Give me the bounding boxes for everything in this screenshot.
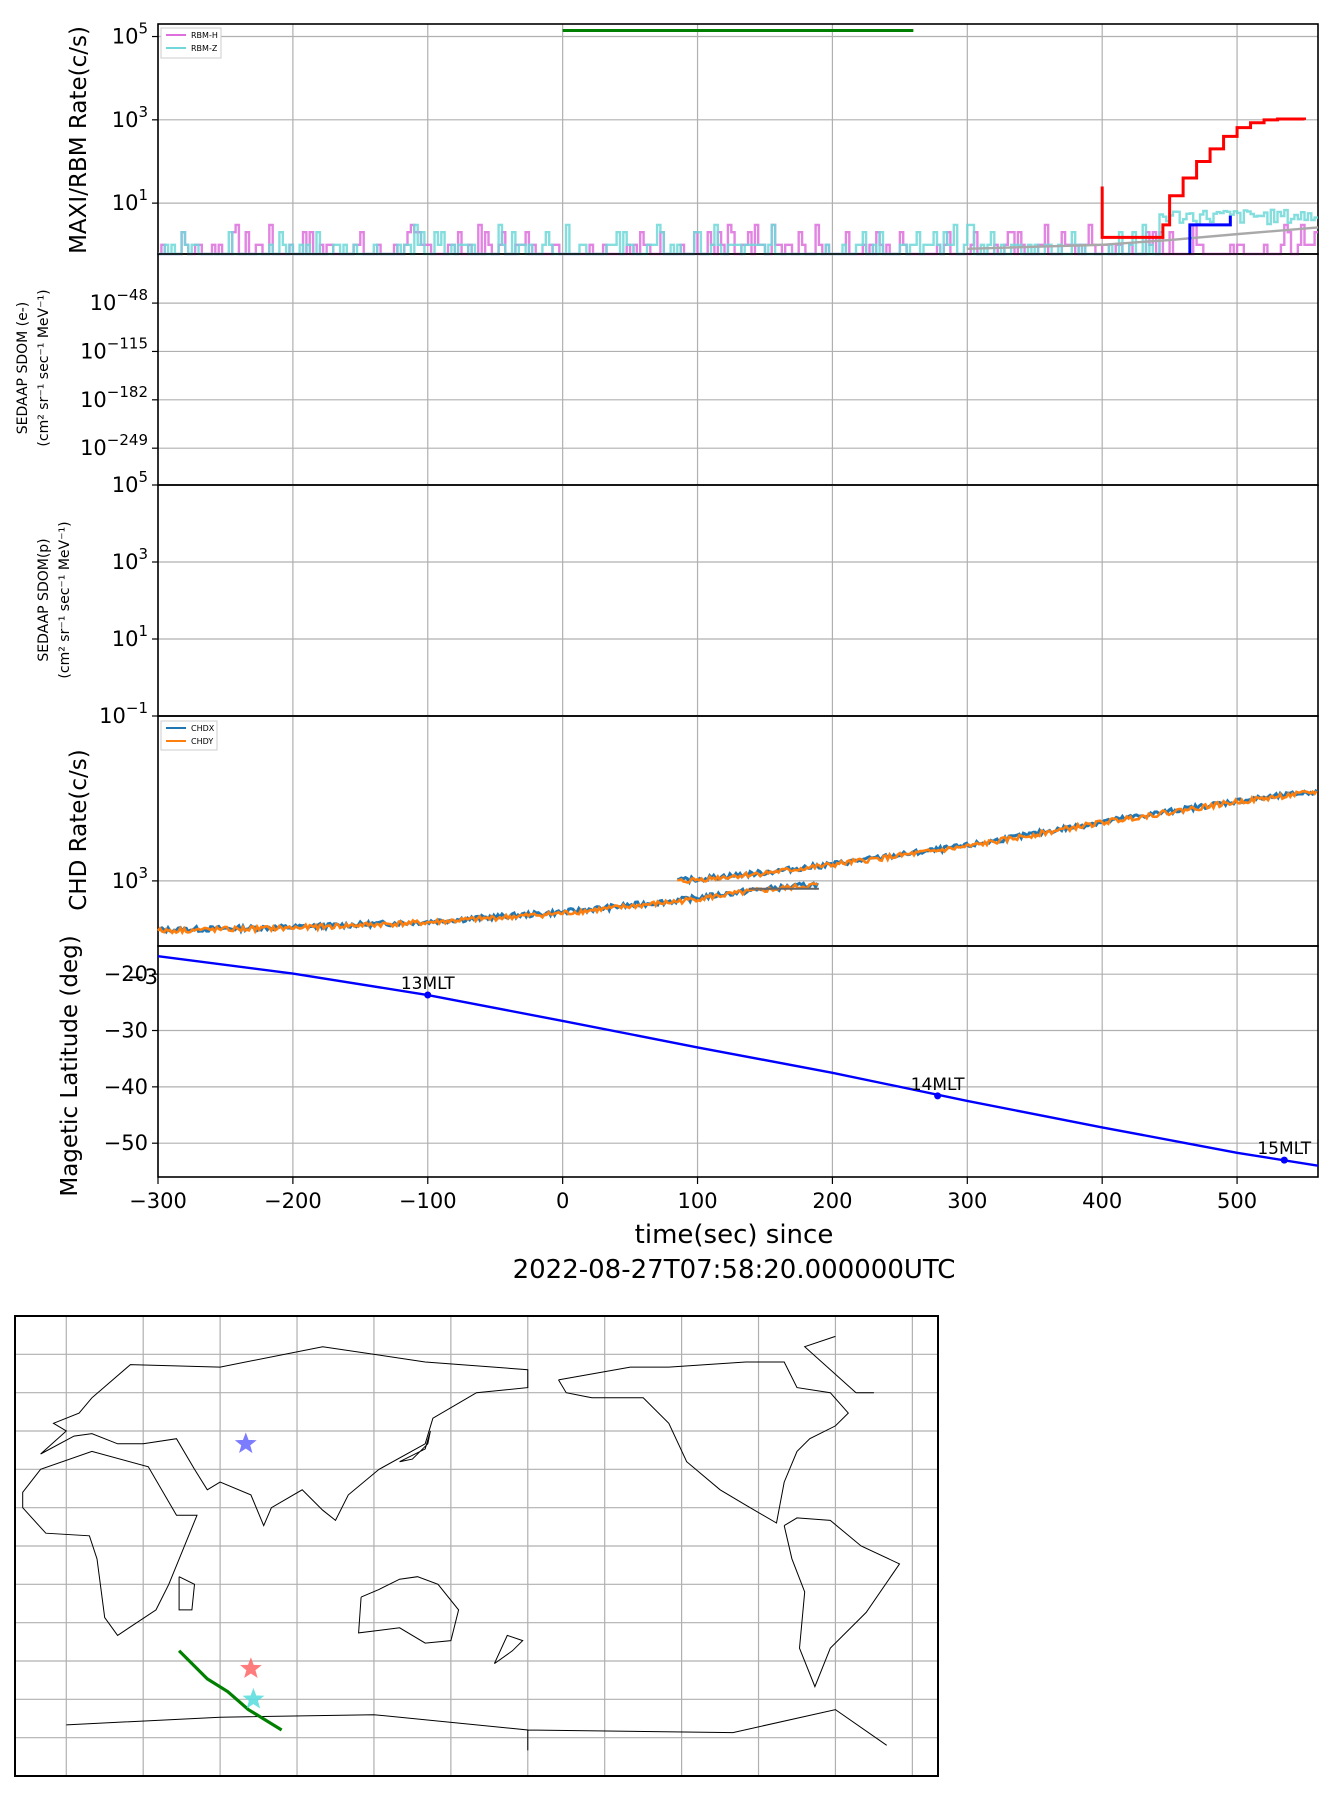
coastline [558, 1361, 849, 1524]
x-tick-label: 400 [1082, 1189, 1122, 1213]
chd-legend: CHDX CHDY [160, 720, 218, 751]
magnetic-latitude-panel: −20 −30 −40 −50 −300 −200 −100 0 100 200 300 400 500… [104, 945, 1319, 1213]
y-tick-label: 103 [112, 545, 148, 574]
ylabel-chd: CHD Rate(c/s) [66, 749, 92, 910]
panel-frame [157, 945, 1319, 1178]
y-tick-label: −20 [104, 962, 148, 986]
mlt-marker [1280, 1156, 1288, 1164]
ylabel-sdom-e-2: (cm² sr⁻¹ sec⁻¹ MeV⁻¹) [36, 289, 52, 446]
mlt-label: 15MLT [1257, 1139, 1311, 1159]
coastline [66, 1709, 887, 1751]
coastline [40, 1346, 529, 1527]
legend-rbm-z: RBM-Z [191, 44, 218, 53]
gsc-rate-line [1100, 117, 1307, 239]
ylabel-sdom-p-2: (cm² sr⁻¹ sec⁻¹ MeV⁻¹) [57, 521, 73, 678]
panel-frame [157, 253, 1319, 486]
ylabel-sdom-p-1: SEDAAP SDOM(p) [36, 538, 52, 661]
chd-rate-panel: 103 [112, 715, 1319, 947]
mlt-label: 13MLT [401, 974, 455, 994]
y-tick-label: 101 [112, 186, 148, 215]
sdom-electron-panel: 10−48 10−115 10−182 10−249 [80, 253, 1319, 486]
coastline [399, 1430, 431, 1463]
rbm-h-series [158, 223, 1318, 256]
coastline [22, 1450, 198, 1637]
xlabel: time(sec) since [635, 1220, 834, 1250]
rbm-rate-panel: 101 103 105 [112, 20, 1319, 256]
y-tick-label: 101 [112, 622, 148, 651]
coastline [178, 1576, 196, 1611]
panel-frame [157, 23, 1319, 255]
ylabel-rbm: MAXI/RBM Rate(c/s) [66, 26, 92, 254]
y-tick-label: 103 [112, 864, 148, 893]
rbm-legend: RBM-H RBM-Z [160, 27, 222, 59]
mlt-marker [934, 1092, 942, 1100]
y-tick-label: 103 [112, 103, 148, 132]
x-tick-label: 300 [947, 1189, 987, 1213]
x-tick-label: 100 [677, 1189, 717, 1213]
panel-frame [157, 715, 1319, 947]
y-tick-label: 10−115 [80, 334, 148, 363]
y-tick-label: 105 [112, 468, 148, 497]
ylabel-sdom-e-1: SEDAAP SDOM (e-) [15, 302, 31, 435]
panel-frame [157, 484, 1319, 717]
ground-track-map [14, 1315, 939, 1777]
background-model-line [967, 226, 1319, 250]
map-frame [14, 1315, 939, 1777]
mlt-marker [424, 991, 432, 999]
legend-chdy: CHDY [191, 737, 213, 746]
x-tick-label: −100 [399, 1189, 457, 1213]
sdom-proton-panel: 10−1 101 103 105 [99, 468, 1319, 728]
y-tick-label: 10−1 [99, 699, 148, 728]
maglat-corner-label: −3 [127, 965, 158, 989]
y-tick-label: −50 [104, 1131, 148, 1155]
coastline [783, 1517, 901, 1688]
rbm-z-series [158, 208, 1318, 256]
y-tick-label: −30 [104, 1019, 148, 1043]
blue-star-marker [234, 1432, 257, 1454]
x-tick-label: −300 [129, 1189, 187, 1213]
maglat-line [157, 954, 1319, 1167]
y-tick-label: −40 [104, 1075, 148, 1099]
legend-rbm-h: RBM-H [191, 31, 218, 40]
chd-series-chdy [677, 789, 1318, 884]
ground-track [177, 1649, 283, 1732]
ylabel-maglat: Magetic Latitude (deg) [57, 935, 83, 1196]
cyan-star-marker [242, 1687, 265, 1709]
x-tick-label: 500 [1217, 1189, 1257, 1213]
xlabel-epoch: 2022-08-27T07:58:20.000000UTC [513, 1255, 956, 1285]
chd-series-chdx [677, 788, 1318, 886]
x-tick-label: 0 [556, 1189, 569, 1213]
mlt-label: 14MLT [911, 1075, 965, 1095]
y-tick-label: 105 [112, 20, 148, 49]
legend-chdx: CHDX [191, 724, 215, 733]
chd-series-chdy [157, 882, 819, 936]
x-tick-label: −200 [264, 1189, 322, 1213]
y-tick-label: 10−182 [80, 383, 148, 412]
y-tick-label: 10−249 [80, 431, 148, 460]
gsc-low-line [1188, 215, 1232, 254]
coastline [358, 1576, 460, 1644]
x-tick-label: 200 [812, 1189, 852, 1213]
y-tick-label: 10−48 [90, 286, 148, 315]
coastline [493, 1634, 524, 1665]
red-star-marker [240, 1657, 262, 1678]
